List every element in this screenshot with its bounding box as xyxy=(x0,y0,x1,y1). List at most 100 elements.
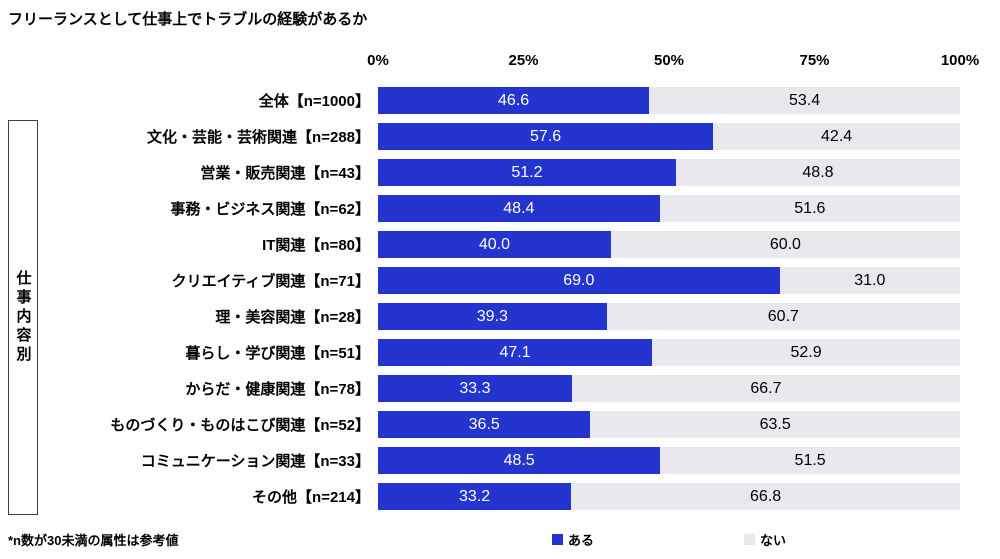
bar-stack: 48.5 51.5 xyxy=(378,447,960,474)
bar-stack: 47.1 52.9 xyxy=(378,339,960,366)
value-label-nai: 51.5 xyxy=(794,451,826,469)
bar-segment-nai: 63.5 xyxy=(590,411,960,438)
bar-segment-nai: 53.4 xyxy=(649,87,960,114)
bar-stack: 46.6 53.4 xyxy=(378,87,960,114)
chart-row: 文化・芸能・芸術関連【n=288】 57.6 42.4 xyxy=(0,120,960,153)
bar-stack: 36.5 63.5 xyxy=(378,411,960,438)
bar-segment-nai: 52.9 xyxy=(652,339,960,366)
value-label-aru: 48.4 xyxy=(503,199,535,217)
value-label-aru: 33.3 xyxy=(459,379,491,397)
chart-row: 事務・ビジネス関連【n=62】 48.4 51.6 xyxy=(0,192,960,225)
bar-stack: 69.0 31.0 xyxy=(378,267,960,294)
bar-segment-aru: 33.2 xyxy=(378,483,572,510)
value-label-aru: 36.5 xyxy=(468,415,500,433)
value-label-aru: 33.2 xyxy=(459,487,491,505)
bar-segment-aru: 47.1 xyxy=(378,339,653,366)
chart-row: ものづくり・ものはこび関連【n=52】 36.5 63.5 xyxy=(0,408,960,441)
chart-title: フリーランスとして仕事上でトラブルの経験があるか xyxy=(8,11,368,28)
chart-row: からだ・健康関連【n=78】 33.3 66.7 xyxy=(0,372,960,405)
value-label-nai: 60.0 xyxy=(769,235,801,253)
axis-tick-75: 75% xyxy=(799,52,830,69)
value-label-nai: 31.0 xyxy=(854,271,886,289)
category-label: 文化・芸能・芸術関連【n=288】 xyxy=(147,129,370,146)
value-label-nai: 66.7 xyxy=(750,379,782,397)
bar-rows: 全体【n=1000】 46.6 53.4 文化・芸能・芸術関連【n=288】 57.6 4… xyxy=(0,84,960,516)
value-label-aru: 48.5 xyxy=(503,451,535,469)
value-label-aru: 57.6 xyxy=(530,127,562,145)
value-label-aru: 47.1 xyxy=(499,343,531,361)
axis-tick-25: 25% xyxy=(508,52,539,69)
category-label: IT関連【n=80】 xyxy=(262,237,370,254)
category-label: 事務・ビジネス関連【n=62】 xyxy=(170,201,370,218)
value-label-aru: 40.0 xyxy=(478,235,510,253)
footnote: *n数が30未満の属性は参考値 xyxy=(8,533,179,548)
category-label: 暮らし・学び関連【n=51】 xyxy=(185,345,370,362)
bar-segment-aru: 48.5 xyxy=(378,447,661,474)
x-axis: 0% 25% 50% 75% 100% xyxy=(367,52,979,76)
bar-segment-aru: 39.3 xyxy=(378,303,607,330)
value-label-nai: 42.4 xyxy=(821,127,853,145)
bar-stack: 39.3 60.7 xyxy=(378,303,960,330)
bar-segment-nai: 31.0 xyxy=(779,267,960,294)
axis-tick-50: 50% xyxy=(653,52,685,69)
group-label: 仕事内容別 xyxy=(14,270,32,365)
legend: ある ない xyxy=(378,530,960,549)
group-bracket: 仕事内容別 xyxy=(8,120,38,515)
bar-segment-nai: 66.8 xyxy=(571,483,960,510)
bar-segment-nai: 60.0 xyxy=(610,231,960,258)
bar-segment-nai: 51.6 xyxy=(659,195,960,222)
value-label-aru: 46.6 xyxy=(498,91,530,109)
legend-label-nai: ない xyxy=(760,533,787,548)
category-label: からだ・健康関連【n=78】 xyxy=(185,381,370,398)
value-label-nai: 48.8 xyxy=(802,163,834,181)
value-label-nai: 66.8 xyxy=(750,487,782,505)
value-label-nai: 51.6 xyxy=(794,199,826,217)
bar-segment-aru: 69.0 xyxy=(378,267,780,294)
value-label-aru: 51.2 xyxy=(511,163,543,181)
bar-segment-aru: 48.4 xyxy=(378,195,660,222)
bar-segment-aru: 57.6 xyxy=(378,123,714,150)
chart-row: コミュニケーション関連【n=33】 48.5 51.5 xyxy=(0,444,960,477)
category-label: その他【n=214】 xyxy=(252,489,370,506)
legend-swatch-nai xyxy=(744,534,755,545)
value-label-nai: 52.9 xyxy=(790,343,822,361)
bar-segment-aru: 40.0 xyxy=(378,231,611,258)
bar-segment-aru: 46.6 xyxy=(378,87,650,114)
legend-label-aru: ある xyxy=(567,533,594,548)
chart-row: クリエイティブ関連【n=71】 69.0 31.0 xyxy=(0,264,960,297)
legend-swatch-aru xyxy=(551,534,563,545)
category-label: 営業・販売関連【n=43】 xyxy=(200,165,370,182)
bar-segment-nai: 42.4 xyxy=(713,123,960,150)
bar-stack: 33.2 66.8 xyxy=(378,483,960,510)
legend-item-aru: ある xyxy=(551,530,594,549)
chart-row: 全体【n=1000】 46.6 53.4 xyxy=(0,84,960,117)
bar-stack: 57.6 42.4 xyxy=(378,123,960,150)
value-label-aru: 69.0 xyxy=(563,271,595,289)
bar-segment-nai: 48.8 xyxy=(675,159,960,186)
bar-stack: 48.4 51.6 xyxy=(378,195,960,222)
category-label: クリエイティブ関連【n=71】 xyxy=(171,273,370,290)
chart-row: その他【n=214】 33.2 66.8 xyxy=(0,480,960,513)
value-label-aru: 39.3 xyxy=(476,307,508,325)
bar-segment-nai: 66.7 xyxy=(571,375,960,402)
category-label: 理・美容関連【n=28】 xyxy=(215,309,370,326)
axis-tick-0: 0% xyxy=(367,52,389,69)
chart-row: 暮らし・学び関連【n=51】 47.1 52.9 xyxy=(0,336,960,369)
value-label-nai: 53.4 xyxy=(789,91,821,109)
category-label: ものづくり・ものはこび関連【n=52】 xyxy=(110,417,370,434)
chart-row: 理・美容関連【n=28】 39.3 60.7 xyxy=(0,300,960,333)
bar-segment-nai: 51.5 xyxy=(660,447,960,474)
category-label: コミュニケーション関連【n=33】 xyxy=(140,453,370,470)
bar-stack: 51.2 48.8 xyxy=(378,159,960,186)
bar-segment-aru: 33.3 xyxy=(378,375,572,402)
chart-row: 営業・販売関連【n=43】 51.2 48.8 xyxy=(0,156,960,189)
value-label-nai: 63.5 xyxy=(759,415,791,433)
value-label-nai: 60.7 xyxy=(767,307,799,325)
bar-segment-aru: 36.5 xyxy=(378,411,591,438)
axis-tick-100: 100% xyxy=(940,52,980,69)
bar-segment-aru: 51.2 xyxy=(378,159,676,186)
bar-stack: 33.3 66.7 xyxy=(378,375,960,402)
chart-row: IT関連【n=80】 40.0 60.0 xyxy=(0,228,960,261)
legend-item-nai: ない xyxy=(744,530,786,549)
